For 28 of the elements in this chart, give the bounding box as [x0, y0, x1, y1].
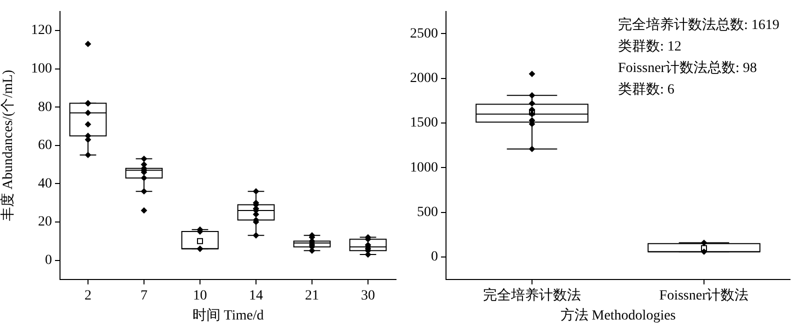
- y-tick-label: 0: [45, 252, 52, 268]
- x-axis-title: 方法 Methodologies: [560, 307, 676, 324]
- y-axis-title: 丰度 Abundances/(个/mL): [0, 69, 16, 222]
- x-tick-label: 2: [84, 288, 92, 304]
- x-tick-label: 完全培养计数法: [483, 287, 581, 304]
- x-tick-label: 21: [305, 288, 319, 304]
- x-axis-title: 时间 Time/d: [192, 307, 264, 324]
- x-tick-label: 7: [140, 288, 148, 304]
- y-tick-label: 40: [38, 176, 52, 192]
- y-tick-label: 80: [38, 100, 52, 115]
- y-tick-label: 60: [38, 138, 52, 154]
- y-tick-label: 100: [31, 62, 52, 76]
- y-tick-label: 1500: [410, 116, 438, 131]
- x-tick-label: 10: [193, 288, 207, 304]
- x-tick-label: Foissner计数法: [659, 287, 749, 304]
- annotation: 完全培养计数法总数: 1619: [618, 17, 780, 34]
- x-tick-label: 30: [361, 288, 375, 304]
- annotation: 类群数: 12: [618, 38, 682, 55]
- y-tick-label: 0: [431, 250, 438, 265]
- y-tick-label: 120: [31, 23, 52, 38]
- annotation: 类群数: 6: [618, 82, 674, 98]
- annotation: Foissner计数法总数: 98: [618, 60, 757, 76]
- y-tick-label: 20: [38, 214, 52, 230]
- y-tick-label: 2500: [410, 26, 438, 42]
- x-tick-label: 14: [249, 288, 263, 304]
- y-tick-label: 2000: [410, 71, 438, 86]
- y-tick-label: 1000: [410, 160, 438, 176]
- y-tick-label: 500: [417, 205, 438, 220]
